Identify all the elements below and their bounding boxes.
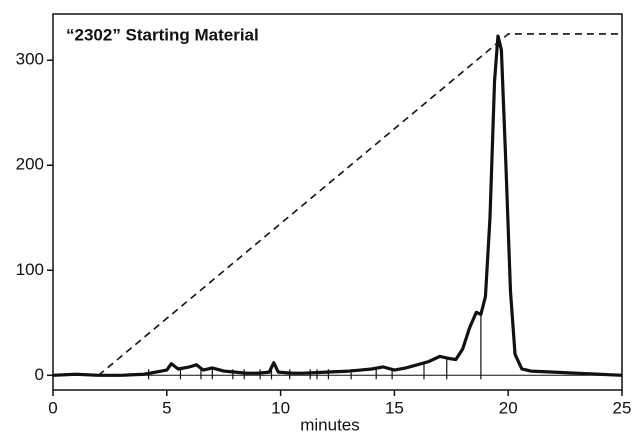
y-tick-label: 0 bbox=[35, 365, 44, 384]
x-tick-label: 10 bbox=[271, 398, 290, 417]
x-tick-label: 25 bbox=[613, 398, 632, 417]
x-tick-label: 20 bbox=[499, 398, 518, 417]
x-axis-label: minutes bbox=[300, 415, 360, 434]
chart-title: “2302” Starting Material bbox=[66, 25, 259, 44]
x-tick-label: 5 bbox=[162, 398, 171, 417]
gradient-line bbox=[98, 33, 622, 376]
y-tick-label: 300 bbox=[16, 50, 44, 69]
y-tick-label: 100 bbox=[16, 260, 44, 279]
x-tick-label: 0 bbox=[48, 398, 57, 417]
chromatogram-line bbox=[52, 34, 623, 377]
x-tick-label: 15 bbox=[385, 398, 404, 417]
y-tick-label: 200 bbox=[16, 155, 44, 174]
plot-frame bbox=[52, 13, 623, 391]
